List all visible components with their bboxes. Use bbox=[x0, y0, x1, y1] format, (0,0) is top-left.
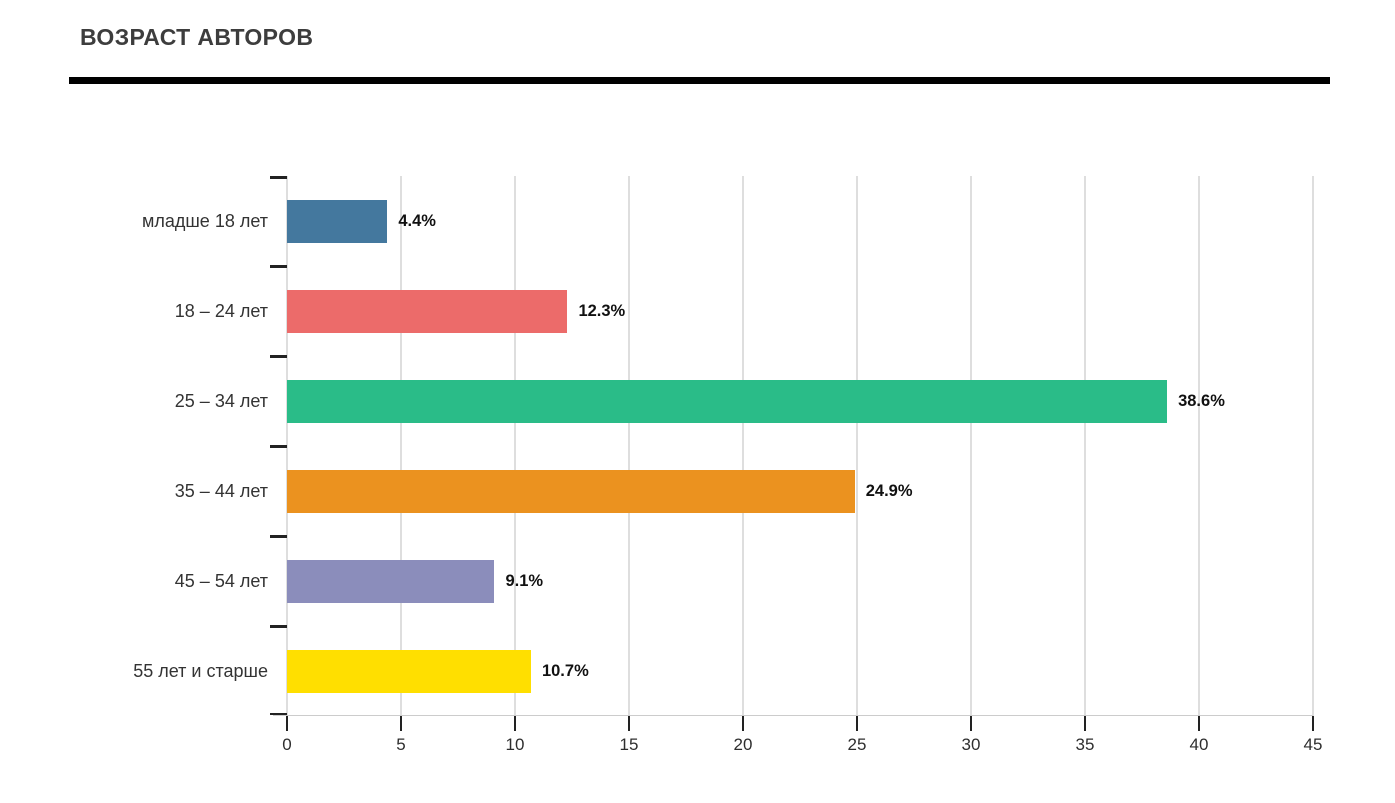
gridline bbox=[970, 176, 972, 716]
x-axis-tick bbox=[856, 716, 858, 731]
y-axis-tick bbox=[270, 445, 287, 448]
gridline bbox=[1312, 176, 1314, 716]
value-label: 12.3% bbox=[578, 302, 626, 320]
category-label: 18 – 24 лет bbox=[174, 300, 268, 321]
value-label: 9.1% bbox=[505, 572, 544, 590]
x-axis-line bbox=[273, 714, 1313, 716]
x-axis-tick-label: 30 bbox=[961, 735, 981, 754]
bar bbox=[287, 470, 855, 513]
y-axis-tick bbox=[270, 355, 287, 358]
bar bbox=[287, 290, 568, 333]
y-axis-tick bbox=[270, 535, 287, 538]
bar bbox=[287, 380, 1168, 423]
x-axis-tick-label: 5 bbox=[396, 735, 406, 754]
x-axis-tick bbox=[742, 716, 744, 731]
x-axis-tick bbox=[1312, 716, 1314, 731]
gridline bbox=[400, 176, 402, 716]
y-axis-tick bbox=[270, 712, 287, 715]
plot-area: 0 5 10 15 20 25 30 35 40 45 4.4% 12.3% 38.6% 24.9% 9.1… bbox=[270, 176, 1322, 754]
x-axis-tick-label: 35 bbox=[1075, 735, 1095, 754]
x-axis-tick bbox=[400, 716, 402, 731]
value-label: 4.4% bbox=[398, 212, 436, 230]
gridline bbox=[1198, 176, 1200, 716]
value-label: 10.7% bbox=[541, 662, 589, 680]
y-axis-tick bbox=[270, 625, 287, 628]
gridline bbox=[286, 176, 288, 716]
x-axis-tick-label: 20 bbox=[733, 735, 753, 754]
gridline bbox=[628, 176, 630, 716]
x-axis-tick bbox=[286, 716, 288, 731]
title-divider-rule bbox=[69, 77, 1330, 84]
x-axis-tick bbox=[514, 716, 516, 731]
chart-title: ВОЗРАСТ АВТОРОВ bbox=[80, 24, 314, 50]
category-label: младше 18 лет bbox=[141, 210, 268, 231]
x-axis-tick-label: 0 bbox=[282, 735, 292, 754]
y-axis-tick bbox=[270, 265, 287, 268]
bar bbox=[287, 200, 388, 243]
gridline bbox=[856, 176, 858, 716]
value-label: 38.6% bbox=[1178, 392, 1225, 410]
value-label: 24.9% bbox=[865, 482, 913, 500]
x-axis-tick-label: 15 bbox=[619, 735, 639, 754]
bar bbox=[287, 650, 531, 693]
x-axis-tick bbox=[1084, 716, 1086, 731]
gridline bbox=[742, 176, 744, 716]
y-axis-tick bbox=[270, 176, 287, 179]
category-label: 55 лет и старше bbox=[133, 660, 268, 681]
x-axis-tick-label: 10 bbox=[505, 735, 525, 754]
x-axis-tick-label: 40 bbox=[1189, 735, 1209, 754]
category-label: 25 – 34 лет bbox=[174, 390, 268, 411]
category-label: 35 – 44 лет bbox=[174, 480, 268, 501]
x-axis-tick bbox=[970, 716, 972, 731]
gridline bbox=[1084, 176, 1086, 716]
x-axis-tick-label: 25 bbox=[847, 735, 867, 754]
x-axis-tick bbox=[628, 716, 630, 731]
category-label: 45 – 54 лет bbox=[174, 570, 268, 591]
gridline bbox=[514, 176, 516, 716]
bar bbox=[287, 560, 495, 603]
x-axis-tick bbox=[1198, 716, 1200, 731]
x-axis-tick-label: 45 bbox=[1303, 735, 1323, 754]
